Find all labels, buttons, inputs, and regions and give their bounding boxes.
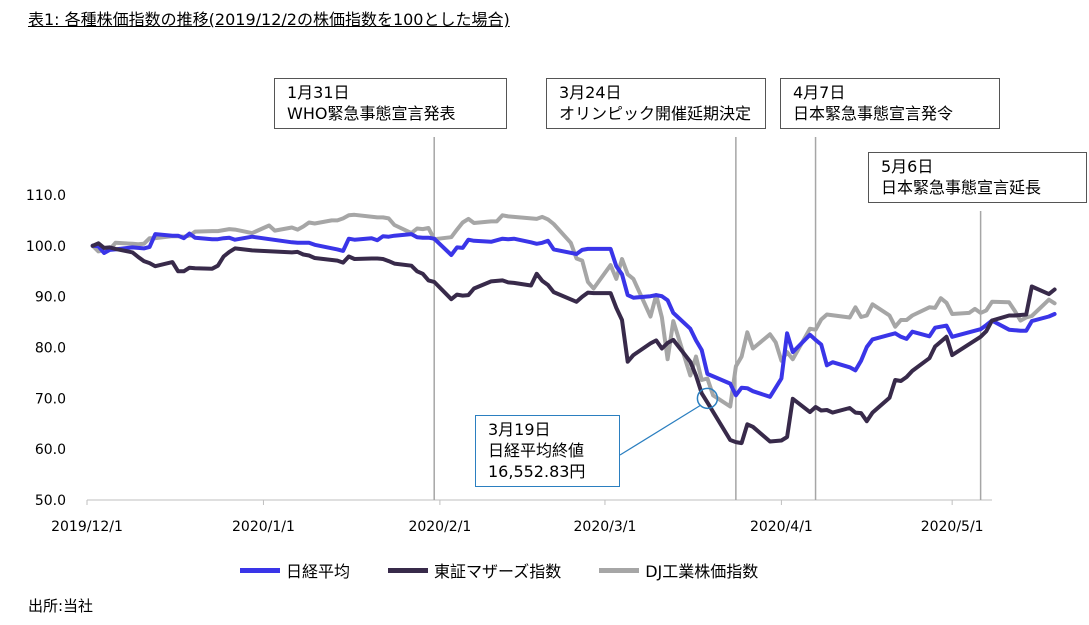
x-tick-label: 2020/5/1 [921,519,984,535]
annotation-text: オリンピック開催延期決定 [559,104,752,123]
x-tick-label: 2020/1/1 [232,519,295,535]
legend-item-mothers: 東証マザーズ指数 [388,558,561,582]
annotation-value: 16,552.83円 [488,462,586,481]
legend-label: DJ工業株価指数 [645,562,759,581]
series-line [90,231,1057,399]
source-note: 出所:当社 [28,597,94,615]
y-tick-label: 50.0 [35,493,66,509]
y-tick-label: 70.0 [35,391,66,407]
legend-swatch [240,567,280,573]
annotation-date: 3月24日 [559,83,622,102]
annotation-text: 日本緊急事態宣言発令 [793,104,954,123]
event-lines [433,137,982,500]
legend-label: 日経平均 [286,562,351,581]
annotation-date: 5月6日 [881,157,934,176]
series-lines [90,212,1057,446]
series-line [90,212,1057,409]
x-tick-label: 2020/3/1 [574,519,637,535]
x-tick-label: 2020/4/1 [750,519,813,535]
annotation-text: 日本緊急事態宣言延長 [881,178,1042,197]
chart-title: 表1: 各種株価指数の推移(2019/12/2の株価指数を100とした場合) [28,10,510,29]
highlight-connector [619,404,701,456]
annotation-nikkei-close: 3月19日 日経平均終値 16,552.83円 [475,415,620,487]
legend-label: 東証マザーズ指数 [434,562,562,581]
annotation-who-emergency: 1月31日 WHO緊急事態宣言発表 [274,78,507,129]
chart-axes: 50.0 60.0 70.0 80.0 90.0 100.0 110.0 2019/12/1 2… [26,188,992,535]
legend-item-dj: DJ工業株価指数 [599,558,758,582]
legend-swatch [388,567,429,573]
annotation-olympics-postponed: 3月24日 オリンピック開催延期決定 [546,78,766,129]
highlight-marker [619,387,719,456]
annotation-date: 3月19日 [488,420,551,439]
annotation-japan-emergency: 4月7日 日本緊急事態宣言発令 [780,78,1000,129]
y-tick-label: 60.0 [35,442,66,458]
y-tick-label: 110.0 [26,188,66,204]
legend-swatch [599,567,640,573]
x-tick-label: 2019/12/1 [51,519,123,535]
series-line [90,241,1057,446]
highlight-circle [696,387,719,410]
chart-legend: 日経平均 東証マザーズ指数 DJ工業株価指数 [240,558,796,582]
y-tick-label: 100.0 [26,239,66,255]
annotation-date: 1月31日 [287,83,350,102]
annotation-text: WHO緊急事態宣言発表 [287,104,456,123]
x-tick-label: 2020/2/1 [408,519,471,535]
y-tick-label: 80.0 [35,341,66,357]
annotation-date: 4月7日 [793,83,846,102]
annotation-text: 日経平均終値 [488,441,585,460]
y-tick-label: 90.0 [35,290,66,306]
legend-item-nikkei: 日経平均 [240,558,350,582]
annotation-emergency-extended: 5月6日 日本緊急事態宣言延長 [868,152,1087,203]
